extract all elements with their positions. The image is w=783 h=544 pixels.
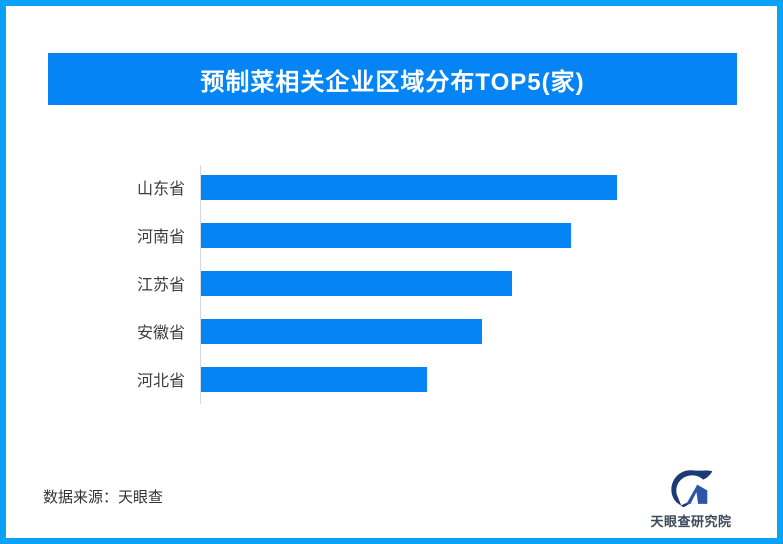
- chart-row: 安徽省: [6, 307, 777, 355]
- chart-row: 河北省: [6, 355, 777, 403]
- category-label: 山东省: [136, 181, 185, 198]
- category-label: 河南省: [136, 229, 185, 246]
- category-label: 安徽省: [136, 325, 185, 342]
- chart-row: 江苏省: [6, 259, 777, 307]
- bar: [201, 222, 571, 248]
- category-label: 江苏省: [136, 277, 185, 294]
- bar: [201, 366, 427, 392]
- category-label: 河北省: [136, 373, 185, 390]
- chart-row: 山东省: [6, 163, 777, 211]
- title-banner: 预制菜相关企业区域分布TOP5(家): [48, 53, 737, 105]
- y-axis-line: [200, 165, 201, 404]
- logo-text: 天眼查研究院: [650, 514, 732, 529]
- bar: [201, 318, 482, 344]
- tianyancha-research-logo: 天眼查研究院: [639, 467, 743, 530]
- data-source-note: 数据来源：天眼查: [43, 489, 164, 506]
- bar: [201, 174, 617, 200]
- page-title: 预制菜相关企业区域分布TOP5(家): [200, 68, 585, 96]
- tianyancha-logo-icon: [671, 470, 713, 508]
- bar-chart: 山东省 河南省 江苏省 安徽省 河北省: [6, 163, 777, 403]
- bar: [201, 270, 512, 296]
- chart-row: 河南省: [6, 211, 777, 259]
